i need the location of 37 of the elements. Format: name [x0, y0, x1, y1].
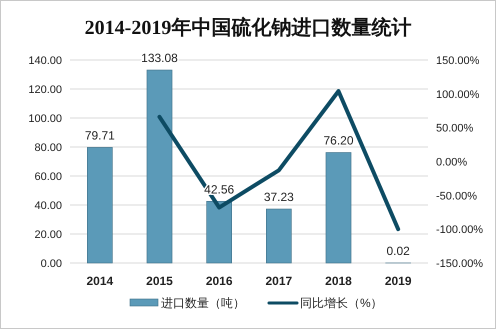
bar: [146, 70, 172, 264]
legend-label: 进口数量（吨）: [161, 296, 245, 310]
x-tick-label: 2016: [206, 274, 233, 288]
bar: [326, 152, 352, 264]
y-tick-label: 60.00: [34, 171, 62, 183]
y-tick-label: 120.00: [28, 84, 62, 96]
y2-tick-label: 100.00%: [436, 88, 480, 101]
y-tick-label: 40.00: [34, 200, 62, 212]
y2-tick-label: 50.00%: [436, 122, 474, 135]
x-tick-label: 2014: [86, 274, 114, 288]
line-series: [158, 89, 400, 232]
y2-tick-label: -150.00%: [436, 258, 484, 270]
y2-tick-label: -50.00%: [436, 190, 478, 202]
x-tick-label: 2019: [384, 274, 412, 288]
y-tick-label: 100.00: [28, 113, 62, 125]
y2-tick-label: 150.00%: [436, 55, 480, 67]
data-label: 79.71: [84, 128, 116, 142]
legend-同比增长（%）: 同比增长（%）: [268, 296, 383, 310]
y-tick-label: 0.00: [40, 258, 62, 270]
bar: [87, 147, 113, 264]
legend-label: 同比增长（%）: [300, 296, 383, 310]
bar: [266, 208, 292, 264]
y2-tick-label: 0.00%: [436, 156, 468, 168]
data-label: 37.23: [264, 190, 294, 204]
data-label: 76.20: [323, 134, 354, 148]
chart-title: 2014-2019年中国硫化钠进口数量统计: [84, 16, 412, 39]
x-tick-label: 2018: [325, 274, 352, 288]
y-tick-label: 140.00: [28, 55, 62, 67]
y2-tick-label: -100.00%: [436, 224, 484, 236]
y-tick-label: 80.00: [34, 142, 62, 154]
x-tick-label: 2017: [265, 274, 293, 288]
data-label: 0.02: [386, 244, 410, 258]
data-label: 133.08: [141, 51, 178, 66]
y-tick-label: 20.00: [34, 229, 62, 241]
x-tick-label: 2015: [146, 274, 174, 288]
bar: [206, 200, 232, 264]
legend-进口数量（吨）: 进口数量（吨）: [130, 296, 245, 310]
